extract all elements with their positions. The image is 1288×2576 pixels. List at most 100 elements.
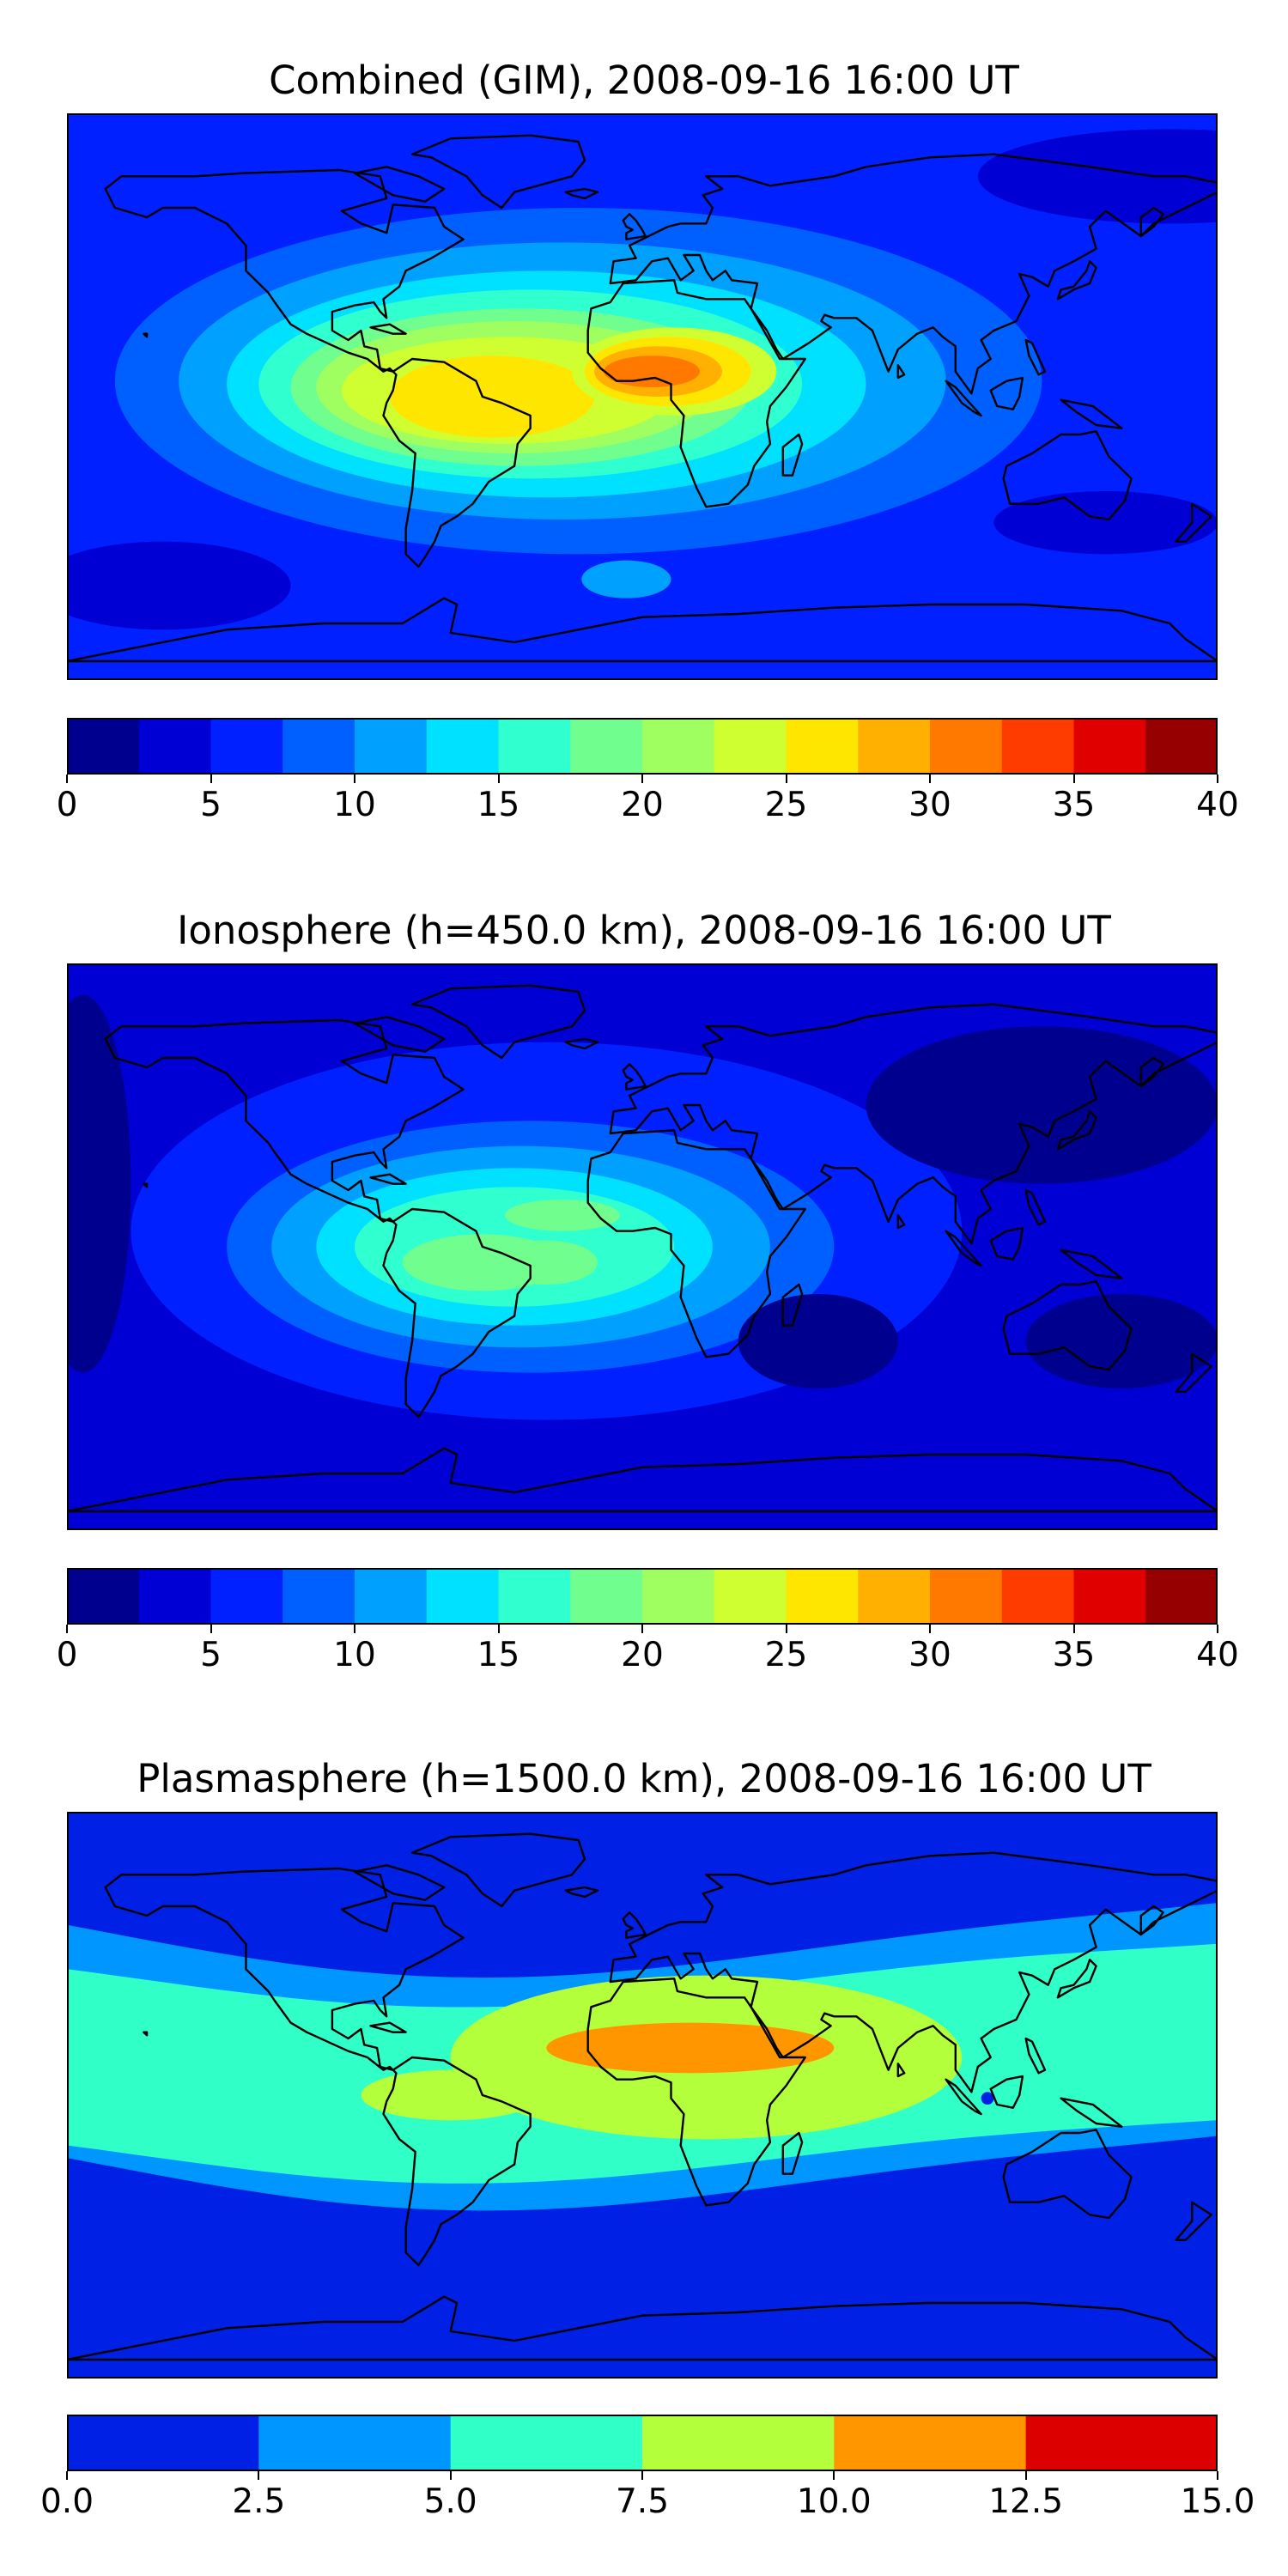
coastline-new-zealand [1175, 502, 1212, 543]
colorbar-tick-label: 0 [56, 1636, 78, 1674]
colorbar-swatch [642, 1568, 715, 1625]
coastline-uk [622, 1063, 647, 1091]
panel2-colorbar [67, 1568, 1218, 1625]
panel1-title: Combined (GIM), 2008-09-16 16:00 UT [269, 58, 1019, 103]
colorbar-swatch [1073, 718, 1146, 775]
colorbar-tick-label: 30 [908, 1636, 951, 1674]
colorbar-swatch [426, 718, 499, 775]
tec-contour-7 [389, 355, 595, 438]
colorbar-swatch [450, 2415, 643, 2471]
panel1-map-svg [67, 113, 1218, 680]
tec-contour-14 [993, 491, 1218, 555]
colorbar-swatch [930, 718, 1003, 775]
colorbar-swatch [1073, 1568, 1146, 1625]
tec-contour-11 [604, 355, 701, 387]
colorbar-tick-mark [354, 775, 355, 783]
colorbar-swatch [210, 718, 283, 775]
colorbar-tick-mark [641, 1625, 643, 1633]
colorbar-swatch [138, 1568, 211, 1625]
coastline-south-america [382, 1207, 532, 1419]
coastline-uk [622, 1911, 647, 1939]
colorbar-tick-mark [929, 1625, 931, 1633]
coastline-sumatra [945, 380, 982, 417]
coastline-iceland [564, 187, 599, 200]
coastline-hawaii [143, 332, 149, 338]
coastline-cuba [369, 323, 407, 335]
colorbar-tick-label: 12.5 [988, 2482, 1064, 2521]
tec-contour-6 [495, 1240, 598, 1285]
colorbar-swatch [283, 1568, 355, 1625]
colorbar-swatch [1145, 1568, 1218, 1625]
panel2-map [67, 963, 1218, 1530]
coastline-greenland [410, 1832, 586, 1908]
coastline-kamchatka [1139, 1905, 1164, 1936]
colorbar-tick-mark [497, 1625, 500, 1633]
colorbar-swatch [642, 718, 715, 775]
colorbar-swatch [858, 718, 931, 775]
coastline-kamchatka [1139, 206, 1164, 238]
coastline-new-zealand [1175, 2201, 1212, 2241]
colorbar-swatch [834, 2415, 1027, 2471]
colorbar-swatch [714, 718, 787, 775]
coastline-hawaii [143, 2031, 149, 2037]
colorbar-tick-label: 0.0 [39, 2482, 94, 2521]
colorbar-tick-mark [929, 775, 931, 783]
coastline-japan [1056, 1959, 1097, 1999]
coastline-sri-lanka [896, 364, 906, 380]
colorbar-tick-label: 35 [1052, 1636, 1096, 1674]
colorbar-swatch [67, 1568, 140, 1625]
colorbar-swatch [642, 2415, 835, 2471]
coastline-africa [586, 1129, 806, 1358]
coastline-eurasia [609, 153, 1218, 395]
colorbar-tick-mark [210, 1625, 212, 1633]
coastline-baffin [353, 1864, 446, 1901]
coastline-greenland [410, 984, 586, 1060]
colorbar-tick-label: 20 [621, 786, 664, 824]
colorbar-tick-mark [497, 775, 500, 783]
coastline-sri-lanka [896, 2063, 906, 2078]
coastline-new-guinea [1060, 2097, 1123, 2128]
coastline-borneo [989, 2075, 1024, 2109]
colorbar-swatch [786, 718, 859, 775]
coastline-madagascar [781, 1283, 804, 1327]
panel1-colorbar [67, 718, 1218, 775]
colorbar-swatch [355, 718, 428, 775]
colorbar-swatch [1001, 718, 1074, 775]
colorbar-tick-mark [66, 1625, 68, 1633]
coastline-new-zealand [1175, 1352, 1212, 1393]
coastline-north-america [104, 1867, 465, 2071]
coastline-sumatra [945, 2078, 982, 2116]
coastline-australia [1002, 1280, 1133, 1371]
colorbar-tick-mark [1024, 2471, 1027, 2480]
colorbar-tick-mark [833, 2471, 835, 2480]
colorbar-tick-label: 2.5 [232, 2482, 286, 2521]
colorbar-tick-label: 15 [477, 1636, 520, 1674]
tec-contour-9 [1025, 1294, 1218, 1388]
colorbar-tick-label: 10 [333, 786, 376, 824]
coastline-philippines [1024, 338, 1047, 376]
coastline-antarctica [67, 1447, 1218, 1513]
colorbar-tick-label: 15.0 [1180, 2482, 1255, 2521]
panel3-title: Plasmasphere (h=1500.0 km), 2008-09-16 1… [137, 1756, 1151, 1801]
coastline-uk [622, 213, 647, 240]
coastline-hawaii [143, 1182, 149, 1188]
colorbar-swatch [570, 1568, 643, 1625]
tec-contour-15 [581, 560, 671, 598]
colorbar-swatch [426, 1568, 499, 1625]
colorbar-swatch [258, 2415, 452, 2471]
colorbar-swatch [570, 718, 643, 775]
colorbar-tick-mark [1217, 1625, 1218, 1633]
panel3-map [67, 1812, 1218, 2379]
colorbar-swatch [1145, 718, 1218, 775]
colorbar-tick-label: 15 [477, 786, 520, 824]
tec-contour-12 [977, 129, 1218, 224]
coastline-eurasia [609, 1851, 1218, 2093]
coastline-africa [586, 279, 806, 508]
coastline-eurasia [609, 1003, 1218, 1245]
coastline-south-america [382, 2056, 532, 2267]
panel1-map [67, 113, 1218, 680]
coastline-africa [586, 1978, 806, 2207]
colorbar-tick-mark [449, 2471, 452, 2480]
colorbar-tick-mark [66, 775, 68, 783]
colorbar-tick-mark [1217, 2471, 1218, 2480]
